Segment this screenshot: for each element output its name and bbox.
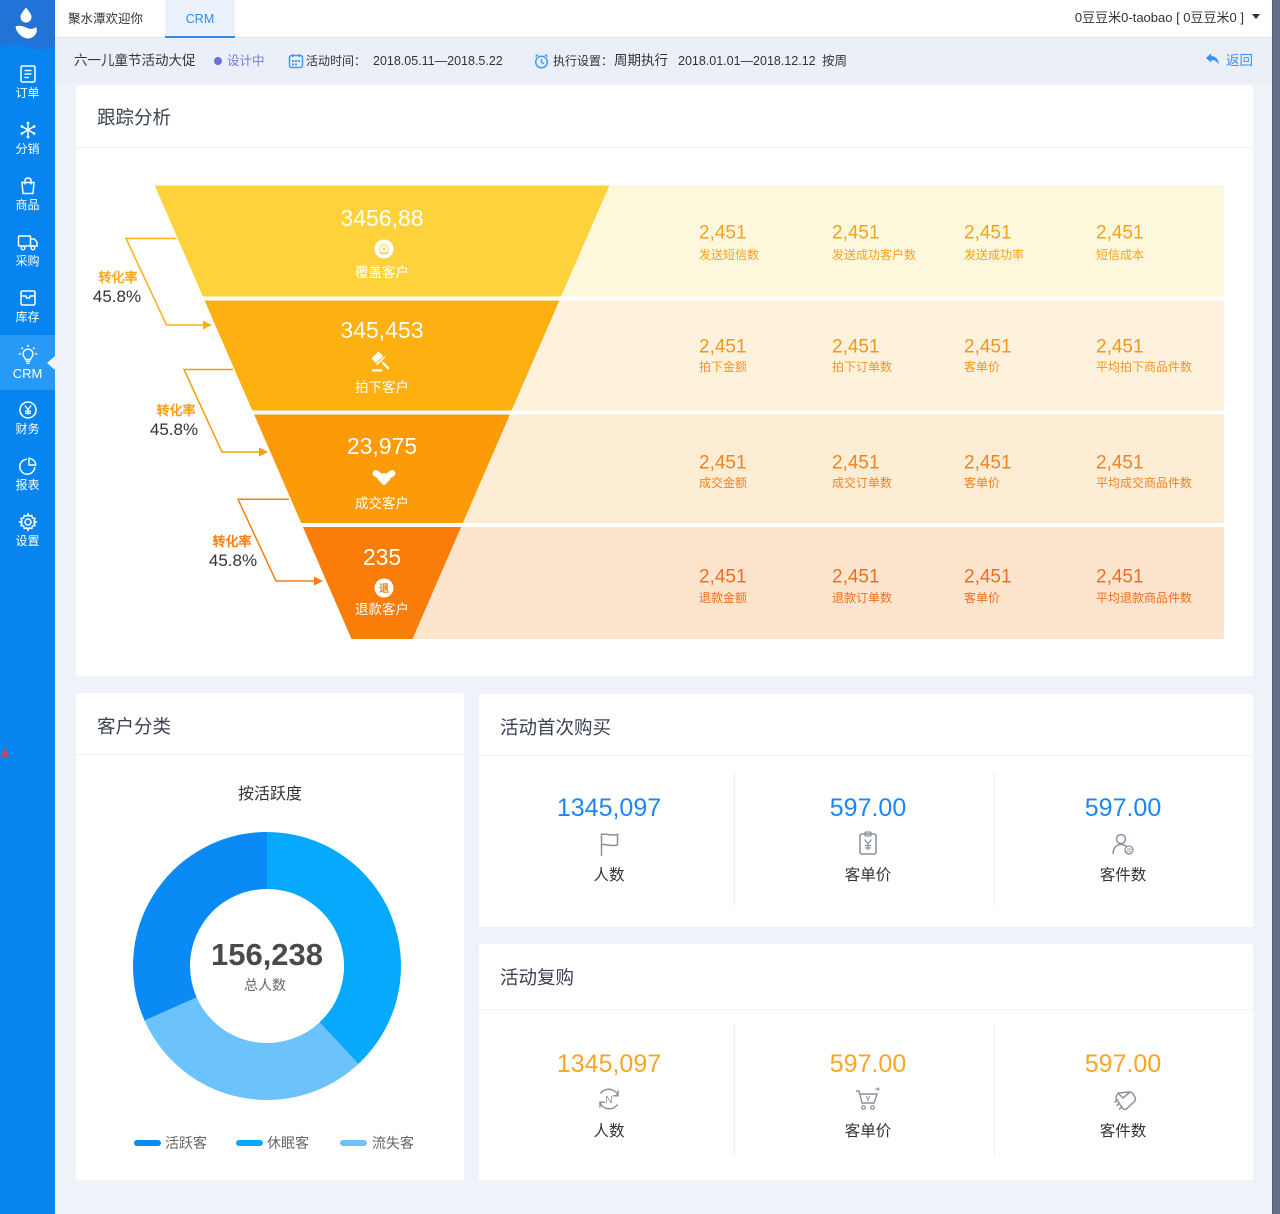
svg-text:@: @ (1126, 849, 1132, 855)
svg-text:23,975: 23,975 (347, 433, 417, 459)
svg-text:成交订单数: 成交订单数 (832, 475, 892, 490)
svg-text:退款订单数: 退款订单数 (832, 590, 892, 605)
svg-text:客单价: 客单价 (964, 475, 1000, 490)
svg-text:2,451: 2,451 (832, 337, 880, 358)
svg-text:2,451: 2,451 (1096, 453, 1144, 474)
svg-text:退: 退 (379, 583, 389, 595)
svg-text:235: 235 (363, 544, 401, 570)
svg-text:45.8%: 45.8% (150, 420, 198, 439)
svg-text:2,451: 2,451 (964, 223, 1012, 244)
svg-text:拍下金额: 拍下金额 (699, 359, 747, 374)
svg-text:2,451: 2,451 (699, 337, 747, 358)
svg-text:2,451: 2,451 (1096, 567, 1144, 588)
svg-text:2,451: 2,451 (699, 567, 747, 588)
svg-text:短信成本: 短信成本 (1096, 248, 1144, 262)
svg-text:3456,88: 3456,88 (340, 205, 423, 231)
svg-text:按活跃度: 按活跃度 (238, 785, 302, 803)
svg-text:退款金额: 退款金额 (699, 590, 747, 605)
svg-text:2,451: 2,451 (964, 337, 1012, 358)
svg-text:成交客户: 成交客户 (355, 495, 409, 511)
svg-text:2,451: 2,451 (832, 223, 880, 244)
svg-text:2,451: 2,451 (699, 223, 747, 244)
svg-text:2,451: 2,451 (964, 567, 1012, 588)
svg-text:转化率: 转化率 (212, 534, 251, 549)
svg-text:活跃客: 活跃客 (165, 1135, 207, 1151)
svg-text:45.8%: 45.8% (93, 287, 141, 306)
svg-text:休眠客: 休眠客 (267, 1135, 309, 1151)
svg-text:成交金额: 成交金额 (699, 475, 747, 490)
svg-text:156,238: 156,238 (211, 937, 323, 972)
svg-text:覆盖客户: 覆盖客户 (355, 264, 409, 280)
svg-text:拍下订单数: 拍下订单数 (832, 359, 892, 374)
svg-text:2,451: 2,451 (832, 453, 880, 474)
svg-text:2,451: 2,451 (1096, 337, 1144, 358)
svg-text:45.8%: 45.8% (209, 551, 257, 570)
svg-text:客单价: 客单价 (964, 359, 1000, 374)
svg-text:转化率: 转化率 (156, 403, 195, 418)
svg-text:平均退款商品件数: 平均退款商品件数 (1096, 590, 1192, 605)
svg-text:345,453: 345,453 (340, 317, 423, 343)
svg-text:退款客户: 退款客户 (355, 601, 409, 617)
svg-text:平均拍下商品件数: 平均拍下商品件数 (1096, 359, 1192, 374)
svg-text:发送成功客户数: 发送成功客户数 (832, 247, 916, 262)
svg-text:2,451: 2,451 (832, 567, 880, 588)
svg-text:发送成功率: 发送成功率 (964, 247, 1024, 262)
svg-text:平均成交商品件数: 平均成交商品件数 (1096, 475, 1192, 490)
svg-text:拍下客户: 拍下客户 (355, 379, 409, 395)
svg-text:2,451: 2,451 (964, 453, 1012, 474)
svg-text:转化率: 转化率 (98, 270, 137, 285)
svg-text:2,451: 2,451 (1096, 223, 1144, 244)
svg-text:流失客: 流失客 (372, 1135, 414, 1151)
svg-text:N: N (605, 1095, 612, 1106)
svg-text:客单价: 客单价 (964, 590, 1000, 605)
svg-text:发送短信数: 发送短信数 (699, 247, 759, 262)
svg-text:总人数: 总人数 (244, 977, 286, 993)
svg-text:2,451: 2,451 (699, 453, 747, 474)
